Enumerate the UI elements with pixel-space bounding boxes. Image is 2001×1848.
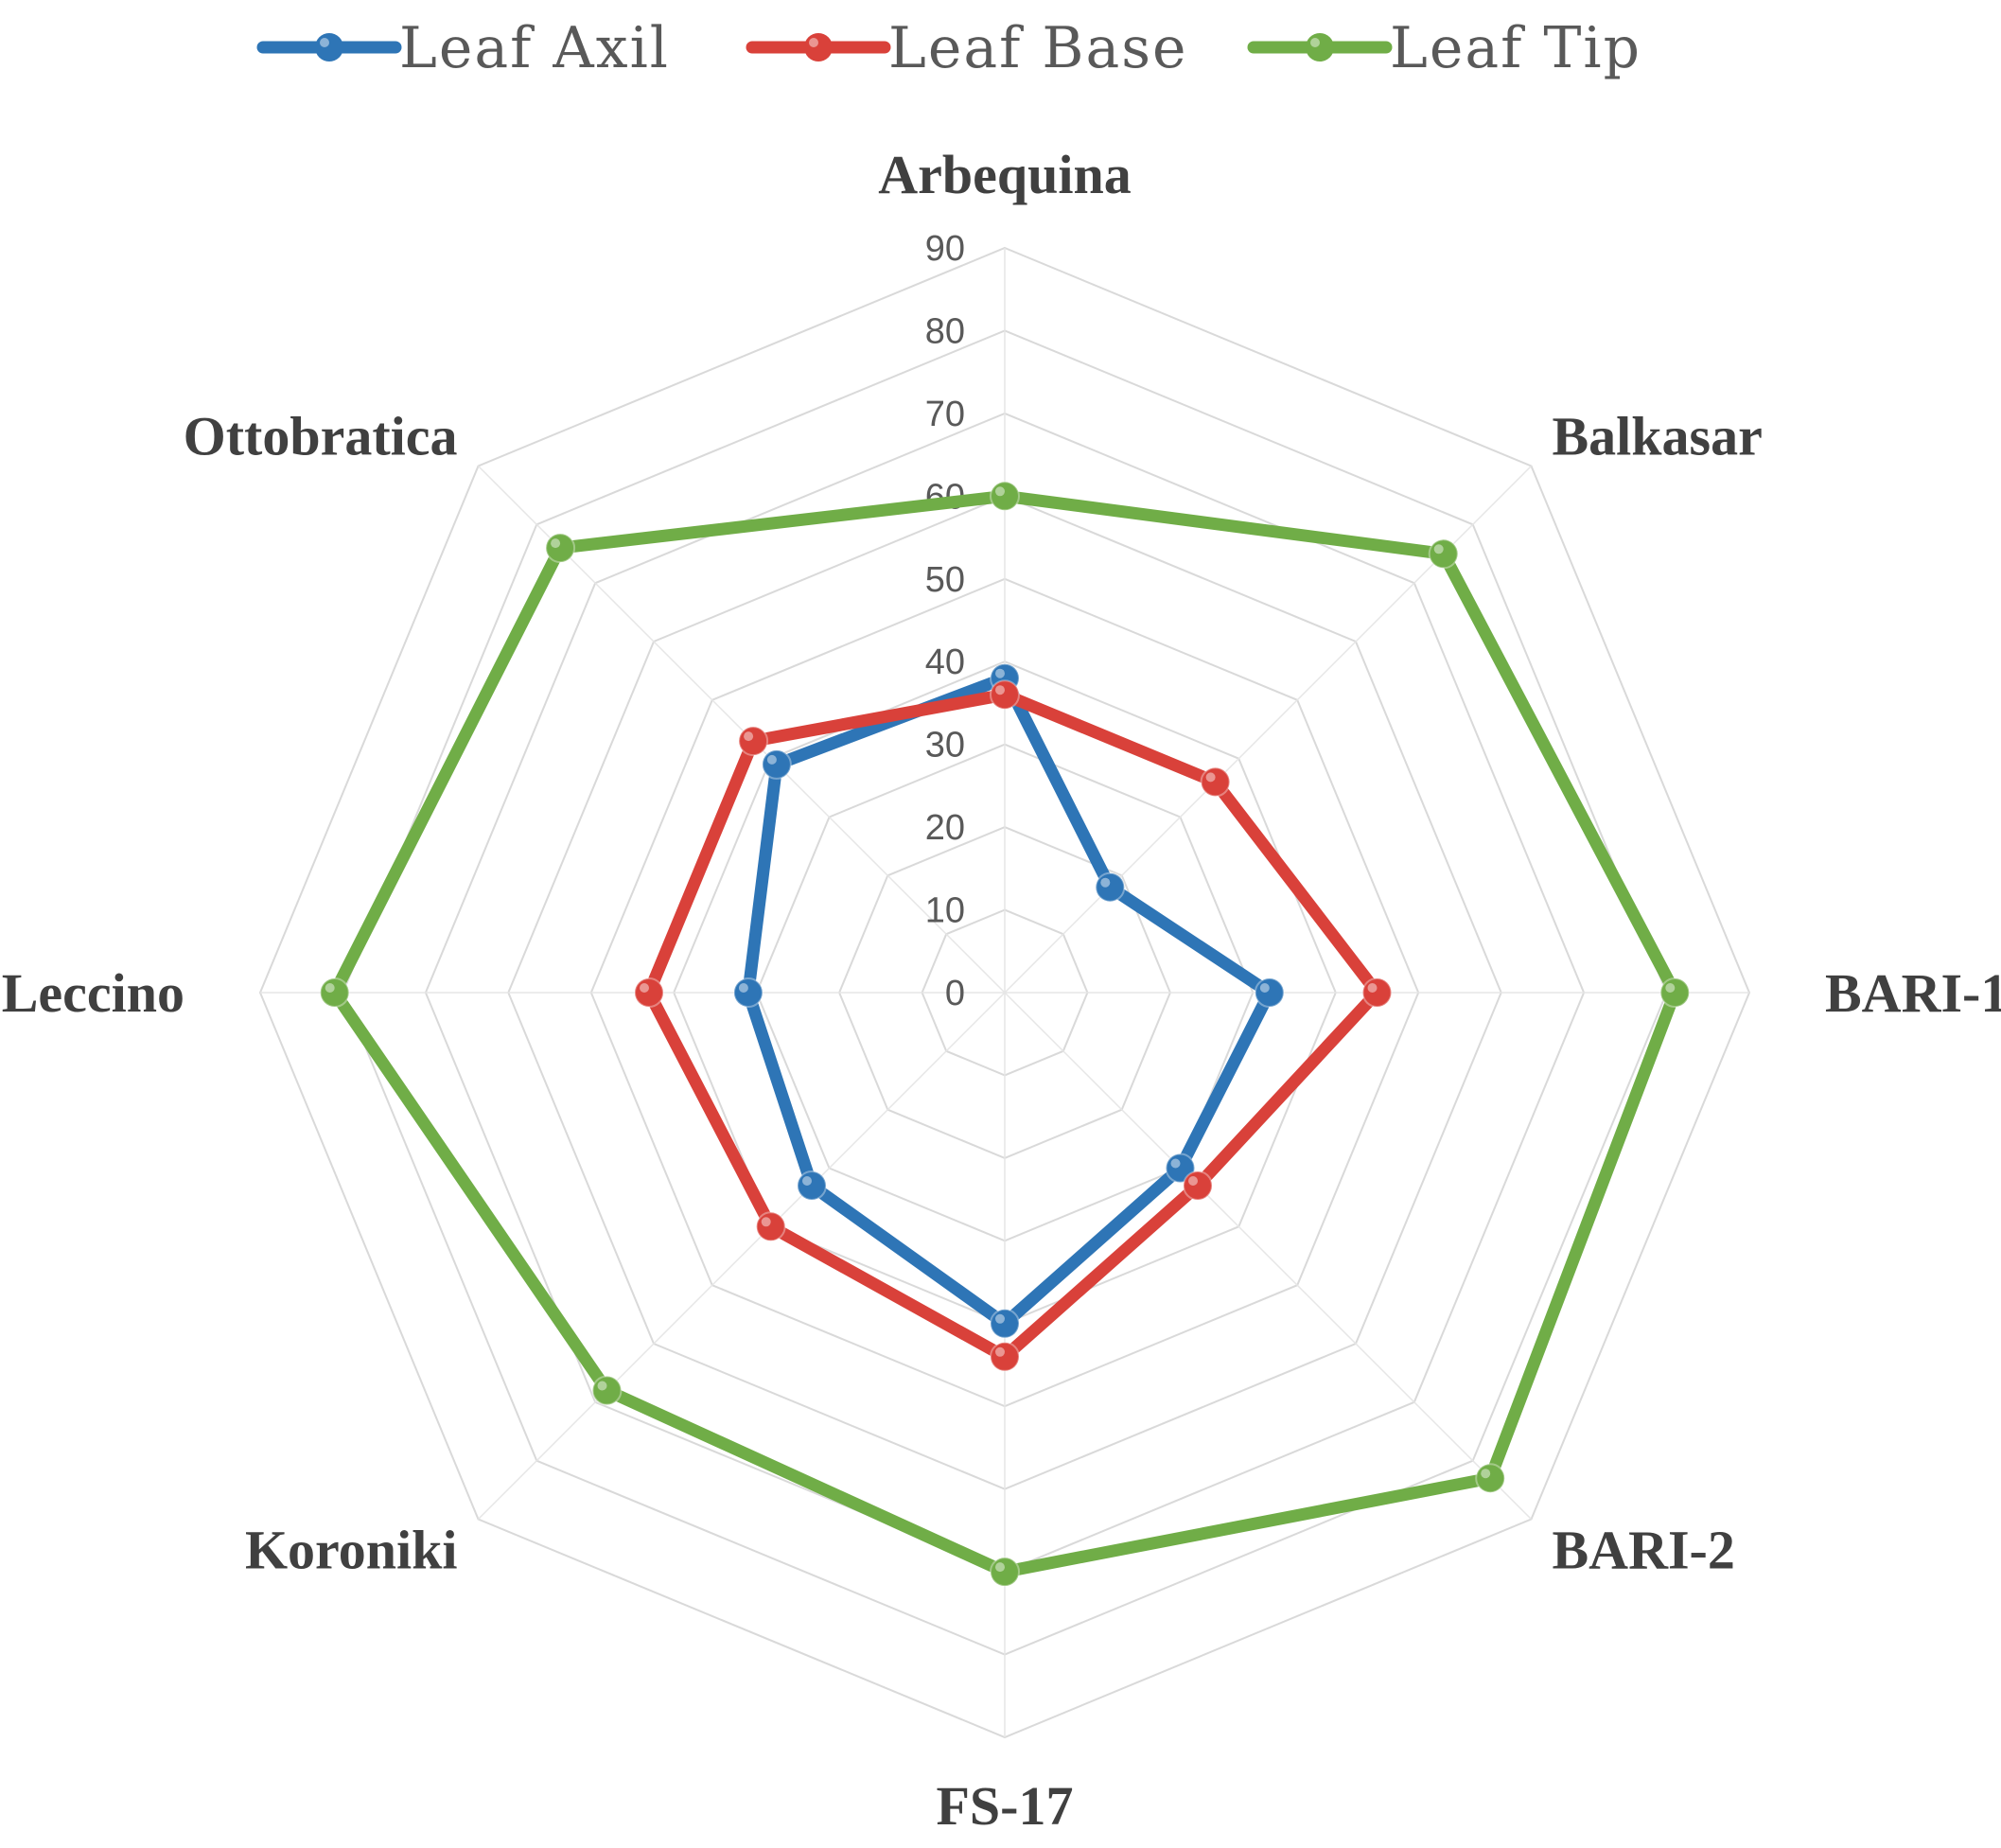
category-label-balkasar: Balkasar (1553, 406, 1763, 467)
legend: Leaf Axil Leaf Base Leaf Tip (256, 15, 1641, 81)
data-point-leaf-tip-bari-1 (1659, 977, 1691, 1008)
data-point-highlight (1481, 1469, 1491, 1479)
legend-marker-leaf-tip (1306, 33, 1334, 62)
data-point-leaf-tip-fs-17 (990, 1557, 1020, 1588)
data-point-highlight (597, 1381, 607, 1391)
tick-label: 70 (925, 395, 965, 434)
data-point-highlight (744, 731, 754, 742)
data-point-leaf-tip-arbequina (990, 481, 1020, 512)
data-point-highlight (738, 983, 748, 993)
data-point-highlight (995, 1346, 1005, 1357)
data-point-highlight (551, 538, 561, 549)
data-point-highlight (766, 754, 777, 765)
data-point-highlight (325, 983, 335, 993)
category-label-bari-2: BARI-2 (1553, 1520, 1735, 1581)
spoke-koroniki (477, 992, 1006, 1521)
data-point-leaf-base-arbequina (990, 679, 1020, 711)
legend-item-leaf-base: Leaf Base (746, 15, 1188, 81)
legend-marker-leaf-base (804, 33, 833, 62)
data-point-highlight (1367, 983, 1378, 993)
data-point-leaf-axil-koroniki (797, 1170, 827, 1201)
category-label-leccino: Leccino (2, 962, 184, 1024)
legend-label-leaf-axil: Leaf Axil (399, 15, 670, 81)
legend-item-leaf-axil: Leaf Axil (256, 15, 670, 81)
tick-label: 50 (925, 560, 965, 600)
series-leaf-base (634, 679, 1393, 1372)
legend-marker-highlight (1310, 38, 1320, 47)
legend-marker-highlight (320, 38, 329, 47)
data-point-leaf-axil-ottobratica (761, 748, 792, 780)
data-point-leaf-axil-bari-2 (1165, 1153, 1196, 1184)
data-point-leaf-tip-ottobratica (545, 533, 576, 564)
data-point-leaf-axil-balkasar (1095, 871, 1126, 903)
spoke-bari-2 (1004, 992, 1533, 1521)
data-point-leaf-base-leccino (634, 977, 664, 1008)
category-label-fs-17: FS-17 (937, 1775, 1074, 1837)
category-label-bari-1: BARI-1 (1825, 962, 2001, 1024)
tick-label: 90 (925, 229, 965, 269)
legend-item-leaf-tip: Leaf Tip (1247, 15, 1641, 81)
data-point-highlight (640, 983, 649, 993)
tick-label: 30 (925, 726, 965, 766)
data-point-leaf-tip-koroniki (591, 1375, 623, 1406)
tick-label: 20 (925, 808, 965, 848)
tick-label: 40 (925, 642, 965, 682)
data-point-leaf-tip-balkasar (1428, 538, 1459, 570)
legend-marker-highlight (809, 38, 818, 47)
data-point-highlight (995, 1562, 1005, 1573)
data-point-leaf-base-bari-1 (1361, 977, 1393, 1008)
data-point-highlight (1665, 983, 1676, 993)
legend-marker-leaf-axil (315, 33, 343, 62)
data-point-leaf-base-fs-17 (990, 1341, 1020, 1372)
series-leaf-tip (319, 481, 1691, 1588)
data-point-highlight (995, 668, 1005, 678)
data-point-highlight (995, 486, 1005, 497)
data-point-highlight (995, 685, 1005, 695)
legend-label-leaf-base: Leaf Base (888, 15, 1188, 81)
data-point-highlight (802, 1176, 812, 1186)
data-point-highlight (761, 1217, 771, 1227)
category-labels: Arbequina Balkasar BARI-1 BARI-2 FS-17 Koroni… (2, 144, 2001, 1837)
data-point-leaf-tip-bari-2 (1475, 1463, 1506, 1494)
tick-label: 0 (945, 974, 965, 1013)
data-point-leaf-base-balkasar (1200, 766, 1231, 798)
data-point-leaf-tip-leccino (319, 977, 350, 1008)
data-point-highlight (1433, 544, 1444, 554)
category-label-ottobratica: Ottobratica (184, 406, 458, 467)
data-point-leaf-axil-leccino (732, 977, 764, 1008)
data-point-leaf-base-koroniki (755, 1211, 786, 1242)
legend-label-leaf-tip: Leaf Tip (1390, 15, 1641, 81)
data-point-highlight (995, 1313, 1005, 1324)
data-point-highlight (1170, 1158, 1181, 1169)
data-point-highlight (1259, 983, 1270, 993)
radar-grid (258, 246, 1751, 1739)
data-point-highlight (1188, 1176, 1198, 1186)
data-point-leaf-axil-bari-1 (1254, 977, 1285, 1008)
series-leaf-axil (732, 662, 1285, 1339)
data-point-leaf-base-ottobratica (738, 726, 769, 757)
category-label-arbequina: Arbequina (878, 144, 1132, 205)
tick-label: 80 (925, 311, 965, 351)
series-group (319, 481, 1691, 1588)
data-point-leaf-base-bari-2 (1183, 1170, 1213, 1201)
data-point-highlight (1205, 772, 1216, 783)
data-point-leaf-axil-fs-17 (990, 1308, 1020, 1339)
tick-label: 10 (925, 891, 965, 931)
data-point-highlight (1100, 877, 1111, 888)
category-label-koroniki: Koroniki (245, 1520, 458, 1581)
